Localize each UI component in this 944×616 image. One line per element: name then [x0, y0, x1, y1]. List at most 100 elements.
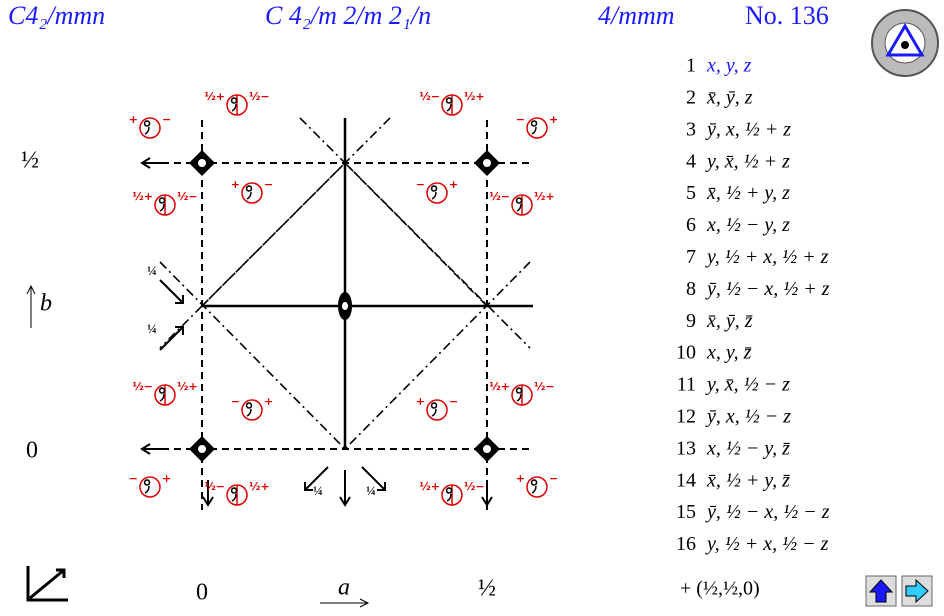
- symbol-label: ½−: [534, 380, 555, 393]
- height-label: ¼: [147, 321, 157, 336]
- position-circle: [139, 476, 161, 498]
- centering: + (½,½,0): [680, 578, 760, 600]
- position-circle: [241, 182, 263, 204]
- position-coordinates: x, y, z̄: [706, 342, 752, 364]
- symbol-label: ½+: [132, 190, 153, 203]
- height-label: ¼: [147, 263, 157, 278]
- position-coordinates: x, ½ − y, z̄: [706, 437, 790, 459]
- symbol-label: ½+: [419, 480, 440, 493]
- equivalent-position: ½+ ½−: [489, 380, 555, 406]
- position-number: 3: [686, 118, 696, 140]
- symbol-label: ½−: [204, 480, 225, 493]
- comma: [245, 185, 253, 200]
- position-coordinates: x̄, ½ + y, z̄: [706, 469, 790, 491]
- position-number: 16: [676, 533, 696, 555]
- position-number: 12: [676, 405, 696, 427]
- symbol-label: −: [449, 395, 458, 408]
- symbol-label: −: [231, 395, 240, 408]
- inversion-center: [483, 445, 491, 453]
- equivalent-position: − +: [231, 395, 273, 421]
- equivalent-position: ½+ ½−: [204, 90, 270, 116]
- position-circle: [426, 399, 448, 421]
- symbol-label: ½−: [419, 90, 440, 103]
- position-number: 6: [686, 214, 696, 236]
- axis-label: a: [338, 575, 350, 601]
- axis-label: b: [40, 291, 52, 317]
- equivalent-position: − +: [416, 178, 458, 204]
- symbol-label: ½+: [464, 90, 485, 103]
- position-coordinates: y, x̄, ½ − z: [705, 374, 790, 396]
- symbol-label: ½+: [534, 190, 555, 203]
- position-circle: [526, 117, 548, 139]
- position-coordinates: y, x̄, ½ + z: [705, 150, 790, 172]
- height-label: ¼: [313, 483, 323, 498]
- symbol-label: +: [549, 113, 558, 126]
- equivalent-position: + −: [416, 395, 458, 421]
- equivalent-position: ½+ ½−: [419, 480, 485, 506]
- axis-label: ½: [21, 148, 39, 174]
- equivalent-position: − +: [129, 472, 171, 498]
- position-number: 10: [676, 342, 696, 364]
- logo: [871, 9, 939, 77]
- symbols: ½+ ½−+ −½− ½+− +½+ ½−+ − − +½− ½+½− ½+− + + −½+ ½−− +½−…: [129, 90, 558, 506]
- comma: [430, 185, 438, 200]
- symbol-label: ½−: [464, 480, 485, 493]
- inversion-center: [198, 159, 206, 167]
- comma: [143, 120, 151, 135]
- next-button[interactable]: [901, 575, 933, 607]
- axes-icon: [26, 566, 68, 602]
- space-group-number: No. 136: [745, 1, 829, 30]
- comma: [515, 197, 523, 212]
- symbol-label: −: [264, 178, 273, 191]
- inversion-center: [483, 159, 491, 167]
- position-coordinates: ȳ, ½ − x, ½ + z: [705, 278, 830, 300]
- comma: [445, 97, 453, 112]
- short-symbol: C4₂/mmn: [8, 1, 105, 30]
- symbol-label: −: [516, 113, 525, 126]
- position-number: 4: [686, 150, 696, 172]
- equivalent-position: ½+ ½−: [132, 190, 198, 216]
- up-button[interactable]: [865, 575, 897, 607]
- position-coordinates: x, ½ − y, z: [706, 214, 790, 236]
- point-group: 4/mmm: [598, 1, 675, 30]
- symbol-label: +: [162, 472, 171, 485]
- symbol-label: ½+: [177, 380, 198, 393]
- axis-label: 0: [26, 438, 38, 464]
- equivalent-position: + −: [516, 472, 558, 498]
- comma: [515, 387, 523, 402]
- symbol-label: ½−: [132, 380, 153, 393]
- equivalent-position: ½− ½+: [489, 190, 555, 216]
- position-coordinates: ȳ, ½ − x, ½ − z: [705, 501, 830, 523]
- position-coordinates: ȳ, x, ½ + z: [705, 118, 791, 140]
- position-circle: [426, 182, 448, 204]
- position-coordinates: x̄, ½ + y, z: [706, 182, 790, 204]
- comma: [158, 387, 166, 402]
- symbol-label: ½+: [489, 380, 510, 393]
- position-number: 14: [676, 469, 696, 491]
- equivalent-position: ½− ½+: [132, 380, 198, 406]
- equivalent-position: − +: [516, 113, 558, 139]
- symbol-label: +: [449, 178, 458, 191]
- position-number: 5: [686, 182, 696, 204]
- comma: [530, 120, 538, 135]
- positions: 1 x, y, z 2 x̄, ȳ, z 3 ȳ, x, ½ + z 4 y, x̄, ½ +…: [676, 55, 830, 556]
- comma: [445, 487, 453, 502]
- symbol-label: +: [129, 113, 138, 126]
- symbol-label: ½−: [177, 190, 198, 203]
- comma: [230, 97, 238, 112]
- position-coordinates: x̄, ȳ, z: [706, 86, 753, 108]
- position-circle: [241, 399, 263, 421]
- position-number: 13: [676, 437, 696, 459]
- symbol-label: +: [516, 472, 525, 485]
- comma: [143, 479, 151, 494]
- symbol-label: −: [162, 113, 171, 126]
- comma: [430, 402, 438, 417]
- position-number: 7: [686, 246, 696, 268]
- symmetry-elements: [140, 150, 500, 507]
- symbol-label: +: [231, 178, 240, 191]
- position-coordinates: x, y, z: [706, 55, 752, 77]
- position-number: 11: [677, 374, 696, 396]
- symbol-label: ½−: [249, 90, 270, 103]
- inversion-center: [198, 445, 206, 453]
